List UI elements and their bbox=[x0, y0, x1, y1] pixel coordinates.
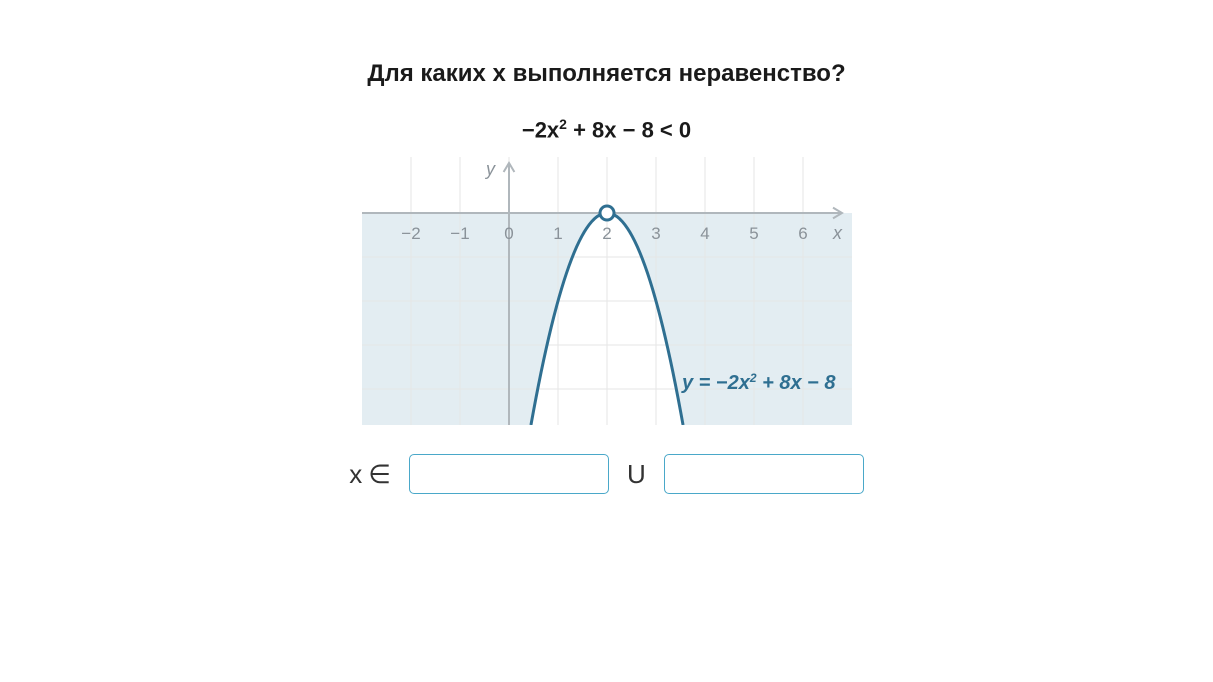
svg-text:2: 2 bbox=[602, 224, 611, 243]
interval-input-2[interactable] bbox=[664, 454, 864, 494]
question-text: Для каких x выполняется неравенство? bbox=[367, 60, 845, 88]
answer-row: x ∈ U bbox=[349, 454, 863, 494]
svg-text:y: y bbox=[484, 159, 496, 179]
svg-text:1: 1 bbox=[553, 224, 562, 243]
svg-text:y = −2x2 + 8x − 8: y = −2x2 + 8x − 8 bbox=[681, 371, 836, 394]
svg-text:0: 0 bbox=[504, 224, 513, 243]
eq-rest: + 8x − 8 < 0 bbox=[567, 117, 691, 142]
eq-a-term: −2x bbox=[522, 117, 559, 142]
svg-text:x: x bbox=[832, 223, 843, 243]
svg-text:4: 4 bbox=[700, 224, 709, 243]
interval-input-1[interactable] bbox=[409, 454, 609, 494]
inequality-equation: −2x2 + 8x − 8 < 0 bbox=[522, 116, 691, 143]
answer-elem-of: ∈ bbox=[368, 459, 391, 490]
chart-area: −2 −1 0 1 2 3 4 5 6 x y y = −2x2 + 8x − 8 bbox=[362, 157, 852, 430]
union-symbol: U bbox=[627, 459, 646, 490]
svg-text:5: 5 bbox=[749, 224, 758, 243]
svg-text:−2: −2 bbox=[401, 224, 420, 243]
eq-sup: 2 bbox=[559, 116, 567, 132]
svg-text:6: 6 bbox=[798, 224, 807, 243]
svg-text:3: 3 bbox=[651, 224, 660, 243]
x-in-label: x ∈ bbox=[349, 459, 391, 490]
parabola-chart: −2 −1 0 1 2 3 4 5 6 x y y = −2x2 + 8x − 8 bbox=[362, 157, 852, 425]
answer-x: x bbox=[349, 459, 362, 490]
svg-text:−1: −1 bbox=[450, 224, 469, 243]
